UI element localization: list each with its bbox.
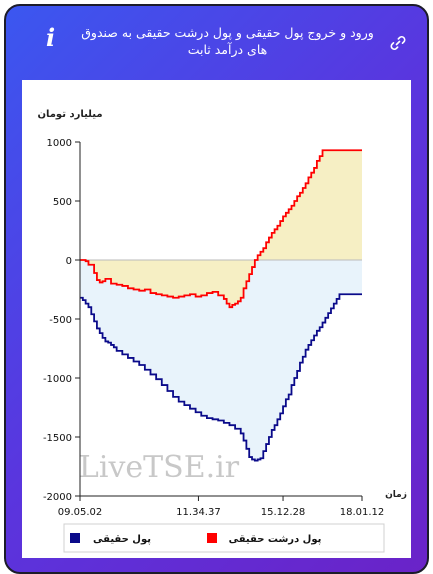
watermark: LiveTSE.ir <box>79 450 240 485</box>
x-tick-label: 09.05.02 <box>58 507 103 518</box>
x-tick-label: 11.34.37 <box>176 507 221 518</box>
y-tick-label: 1000 <box>47 138 72 149</box>
chart-svg: 1000 500 0 -500 -1000 -1500 -2000 09.05.02 11.34… <box>37 109 407 553</box>
x-tick-label: 15.12.28 <box>261 507 306 518</box>
y-axis-label: میلیارد تومان <box>37 109 102 120</box>
series-fill-0 <box>80 260 362 461</box>
info-icon[interactable]: i <box>46 23 56 52</box>
series-fill-1 <box>80 150 362 308</box>
chart-panel: 1000 500 0 -500 -1000 -1500 -2000 09.05.02 11.34… <box>22 80 411 558</box>
y-tick-label: 500 <box>53 197 72 208</box>
y-tick-label: -1500 <box>43 433 72 444</box>
x-tick-label: 18.01.12 <box>340 507 385 518</box>
series-line-1 <box>80 149 362 309</box>
legend-label-large-real-money: پول درشت حقیقی <box>229 534 322 545</box>
legend-swatch-large-real-money <box>207 533 217 543</box>
y-tick-label: -2000 <box>43 492 72 503</box>
link-icon[interactable] <box>389 34 407 52</box>
chart-title: ورود و خروج پول حقیقی و پول درشت حقیقی ب… <box>81 25 374 57</box>
x-axis-label: زمان <box>385 490 407 500</box>
y-tick-label: 0 <box>66 256 72 267</box>
y-tick-label: -1000 <box>43 374 72 385</box>
chart-card: i ورود و خروج پول حقیقی و پول درشت حقیقی… <box>4 4 429 574</box>
legend-swatch-real-money <box>70 533 80 543</box>
series-line-0 <box>80 293 362 462</box>
legend: پول حقیقی پول درشت حقیقی <box>63 523 385 553</box>
card-header: i ورود و خروج پول حقیقی و پول درشت حقیقی… <box>6 6 427 76</box>
legend-label-real-money: پول حقیقی <box>93 534 151 545</box>
y-tick-label: -500 <box>49 315 72 326</box>
